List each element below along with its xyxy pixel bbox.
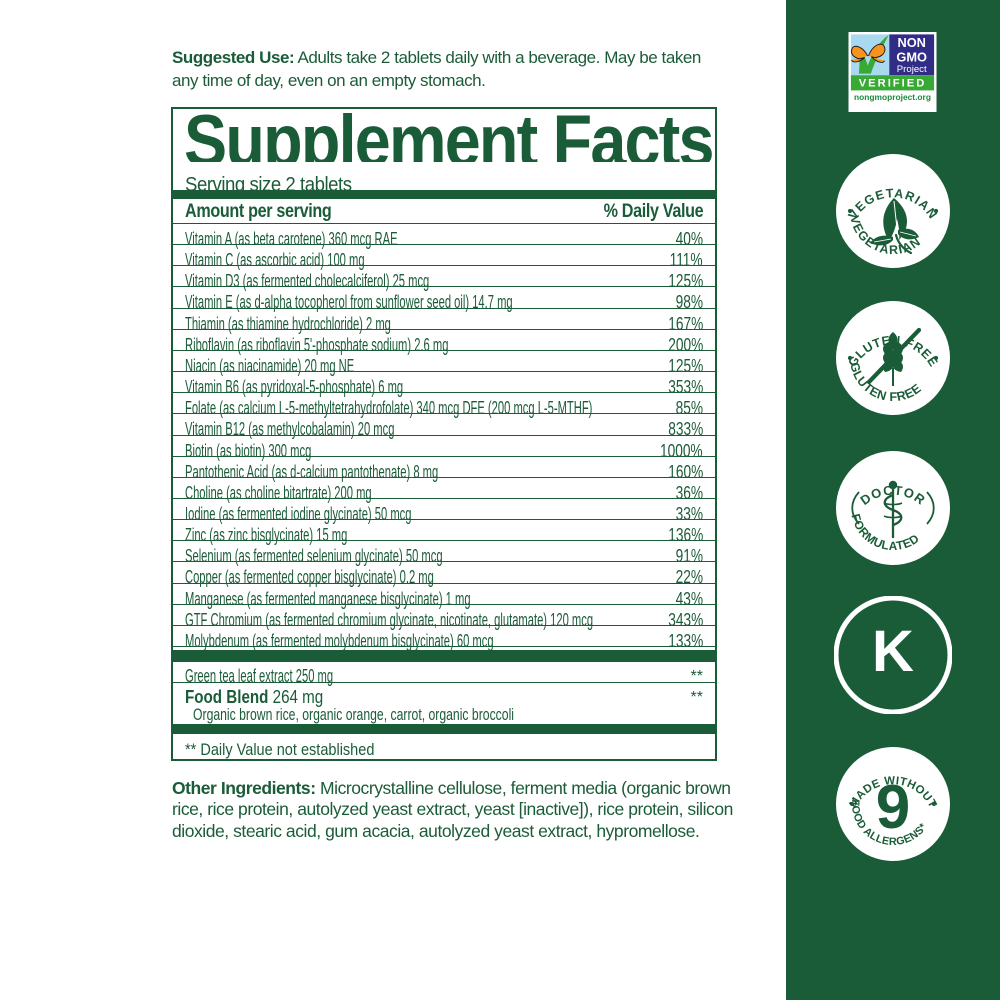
- svg-text:NON: NON: [897, 35, 925, 50]
- svg-text:K: K: [872, 619, 914, 684]
- svg-text:Project: Project: [897, 64, 927, 75]
- svg-text:GMO: GMO: [896, 50, 927, 65]
- svg-text:nongmoproject.org: nongmoproject.org: [854, 92, 931, 102]
- svg-text:VERIFIED: VERIFIED: [859, 77, 927, 89]
- svg-text:9: 9: [876, 773, 910, 842]
